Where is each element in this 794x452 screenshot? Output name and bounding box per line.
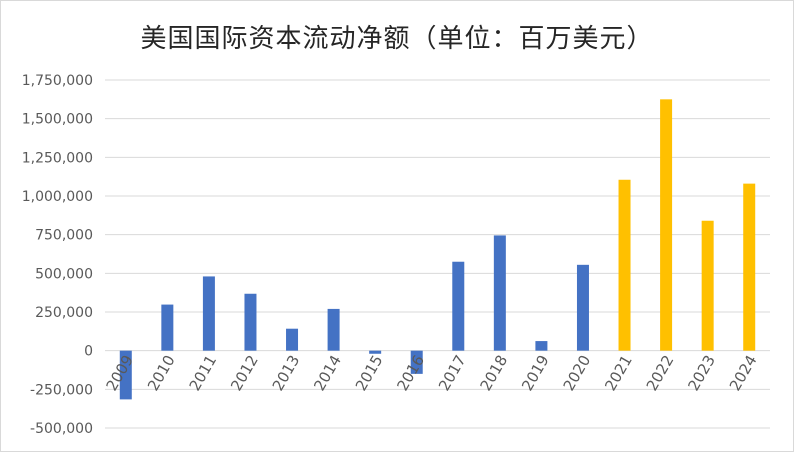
x-tick-label: 2021 — [601, 352, 636, 394]
x-tick-label: 2018 — [477, 352, 512, 394]
x-tick-label: 2012 — [227, 352, 262, 394]
y-tick-label: 1,500,000 — [22, 112, 93, 128]
bar-2015 — [369, 350, 382, 354]
y-tick-label: 250,000 — [35, 305, 93, 321]
bar-2018 — [493, 235, 506, 351]
bars — [119, 99, 756, 400]
chart-title: 美国国际资本流动净额（单位：百万美元） — [140, 24, 654, 54]
y-tick-label: 1,750,000 — [22, 73, 93, 89]
bar-2010 — [161, 304, 174, 351]
bar-2020 — [576, 264, 589, 351]
bar-2013 — [286, 328, 299, 351]
x-tick-label: 2010 — [144, 352, 179, 394]
x-tick-label: 2019 — [518, 352, 553, 394]
bar-2023 — [701, 220, 714, 351]
y-tick-label: -500,000 — [30, 421, 93, 437]
x-tick-label: 2024 — [726, 352, 761, 394]
bar-2022 — [660, 99, 673, 351]
gridlines — [105, 79, 770, 429]
y-tick-label: 1,250,000 — [22, 150, 93, 166]
y-axis-tick-labels: -500,000 -250,000 0 250,000 500,000 750,000 1,… — [22, 73, 93, 437]
bar-2024 — [743, 183, 756, 351]
x-tick-label: 2009 — [102, 352, 137, 394]
x-tick-label: 2017 — [435, 352, 470, 394]
x-axis-tick-labels: 2009 2010 2011 2012 2013 2014 2015 2016 2017 2018… — [102, 352, 760, 394]
bar-2021 — [618, 179, 631, 351]
x-tick-label: 2023 — [684, 352, 719, 394]
bar-2014 — [327, 308, 340, 351]
bar-2019 — [535, 341, 548, 351]
bar-2011 — [202, 276, 215, 351]
y-tick-label: 750,000 — [35, 228, 93, 244]
x-tick-label: 2015 — [352, 352, 387, 394]
y-tick-label: 0 — [84, 344, 93, 360]
bar-2009 — [119, 350, 132, 400]
x-tick-label: 2022 — [643, 352, 678, 394]
x-tick-label: 2016 — [393, 352, 428, 394]
bar-2016 — [410, 350, 423, 374]
x-tick-label: 2011 — [186, 352, 221, 394]
x-tick-label: 2013 — [269, 352, 304, 394]
x-tick-label: 2020 — [560, 352, 595, 394]
y-tick-label: -250,000 — [30, 382, 93, 398]
bar-2017 — [452, 261, 465, 351]
y-tick-label: 1,000,000 — [22, 189, 93, 205]
bar-2012 — [244, 293, 257, 351]
y-tick-label: 500,000 — [35, 266, 93, 282]
x-tick-label: 2014 — [310, 352, 345, 394]
